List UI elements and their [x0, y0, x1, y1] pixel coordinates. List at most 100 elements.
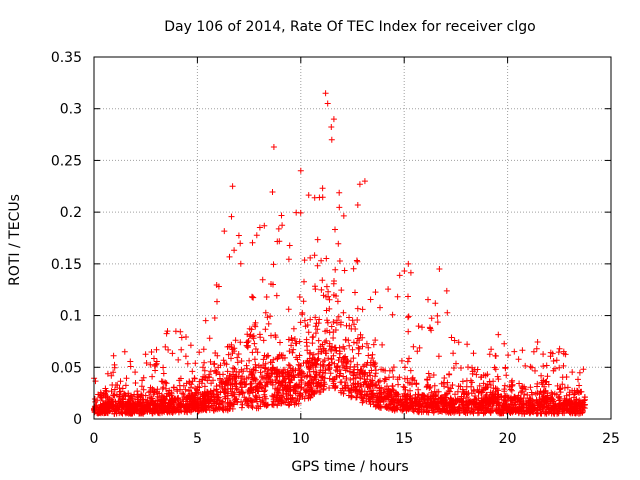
data-point [143, 360, 150, 366]
data-point [343, 375, 350, 382]
data-point [247, 380, 254, 387]
data-point [463, 383, 470, 390]
data-point [228, 344, 235, 351]
data-point [448, 385, 454, 392]
data-point [180, 391, 187, 398]
data-point [140, 374, 147, 381]
data-point [328, 136, 335, 143]
data-point [449, 382, 456, 388]
data-point [232, 395, 239, 402]
data-point [108, 372, 115, 379]
data-point [518, 389, 524, 396]
data-point [236, 369, 243, 376]
data-point [289, 367, 295, 374]
data-point [341, 387, 347, 394]
data-point [378, 366, 385, 373]
data-point [559, 381, 566, 388]
data-point [534, 383, 540, 390]
data-point [521, 402, 528, 409]
data-point [289, 337, 296, 344]
data-point [455, 407, 462, 414]
data-point [455, 383, 462, 390]
data-point [224, 368, 231, 375]
data-point [293, 209, 300, 216]
data-point [314, 326, 321, 333]
data-point [370, 341, 377, 348]
data-point [446, 388, 453, 395]
data-point [576, 382, 583, 389]
data-point [375, 397, 382, 404]
data-point [515, 356, 522, 363]
data-point [215, 364, 222, 371]
data-point [162, 379, 169, 386]
data-point [547, 349, 554, 356]
data-point [557, 401, 564, 408]
data-point [306, 366, 313, 373]
data-point [146, 394, 153, 401]
data-point [319, 374, 326, 381]
data-point [284, 385, 290, 392]
data-point [315, 355, 322, 362]
data-point [196, 384, 203, 391]
data-point [226, 253, 233, 260]
data-point [434, 312, 441, 319]
data-point [515, 392, 522, 399]
data-point [303, 336, 310, 343]
data-point [168, 399, 175, 406]
data-point [368, 367, 375, 374]
data-point [250, 374, 256, 381]
data-point [342, 336, 349, 343]
data-point [296, 294, 303, 300]
data-point [505, 352, 512, 359]
data-point [475, 407, 482, 413]
data-point [309, 359, 316, 366]
data-point [425, 401, 431, 408]
data-point [131, 405, 138, 412]
data-point [315, 379, 322, 386]
data-point [290, 325, 297, 332]
data-point [485, 395, 492, 402]
data-point [243, 362, 250, 369]
data-point [310, 380, 317, 387]
data-point [270, 281, 276, 288]
data-point [537, 410, 544, 417]
data-point [257, 381, 264, 388]
data-point [575, 376, 581, 383]
data-point [540, 377, 547, 384]
data-point [206, 335, 213, 342]
data-point [203, 407, 210, 414]
data-point [311, 374, 318, 381]
data-point [252, 367, 259, 374]
data-point [262, 360, 269, 367]
data-point [264, 401, 271, 408]
data-point [142, 392, 149, 399]
data-point [360, 397, 367, 404]
data-point [511, 348, 518, 355]
data-point [305, 379, 312, 386]
data-point [332, 226, 338, 233]
data-point [269, 379, 276, 386]
data-point [249, 389, 256, 396]
data-point [228, 213, 235, 220]
data-point [259, 276, 266, 283]
x-axis-label: GPS time / hours [291, 459, 408, 475]
data-point [206, 398, 213, 405]
data-point [287, 379, 294, 386]
data-point [153, 358, 160, 365]
data-point [253, 232, 260, 239]
data-point [480, 380, 487, 387]
data-point [139, 396, 146, 403]
data-point [114, 382, 121, 389]
data-point [154, 403, 161, 410]
data-point [128, 393, 135, 400]
data-point [283, 395, 290, 402]
data-point [260, 356, 267, 363]
data-point [286, 348, 293, 355]
data-point [253, 383, 260, 390]
data-point [334, 317, 340, 324]
data-point [196, 349, 203, 356]
data-point [359, 368, 365, 375]
data-point [526, 395, 533, 402]
data-point [503, 406, 510, 413]
data-point [301, 278, 307, 285]
